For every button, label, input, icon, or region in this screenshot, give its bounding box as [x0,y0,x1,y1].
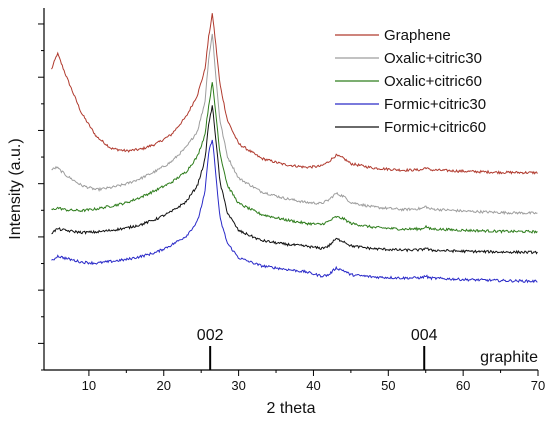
x-tick-label: 70 [531,378,545,393]
x-tick-label: 50 [381,378,395,393]
x-tick-label: 20 [157,378,171,393]
x-tick-label: 40 [306,378,320,393]
legend-label: Oxalic+citric30 [384,50,482,67]
legend: Graphene Oxalic+citric30 Oxalic+citric60 Fo… [335,27,486,136]
legend-label: Graphene [384,27,451,44]
reference-peaks: 002 004 [197,327,438,370]
x-axis-title: 2 theta [267,400,316,417]
y-axis-title: Intensity (a.u.) [7,138,24,239]
x-tick-label: 30 [231,378,245,393]
series-line-1 [51,13,538,175]
series-line-5 [51,105,538,255]
legend-label: Formic+citric30 [384,96,486,113]
reference-label: graphite [480,349,538,366]
series-line-3 [51,82,538,234]
series-line-4 [51,139,538,284]
series-layer [51,13,538,284]
reference-peak-label: 002 [197,327,224,344]
x-tick-label: 60 [456,378,470,393]
reference-peak-label: 004 [411,327,438,344]
legend-label: Formic+citric60 [384,119,486,136]
series-line-2 [51,33,538,216]
legend-label: Oxalic+citric60 [384,73,482,90]
axes: 10 20 30 40 50 60 70 [38,8,545,393]
x-tick-label: 10 [82,378,96,393]
